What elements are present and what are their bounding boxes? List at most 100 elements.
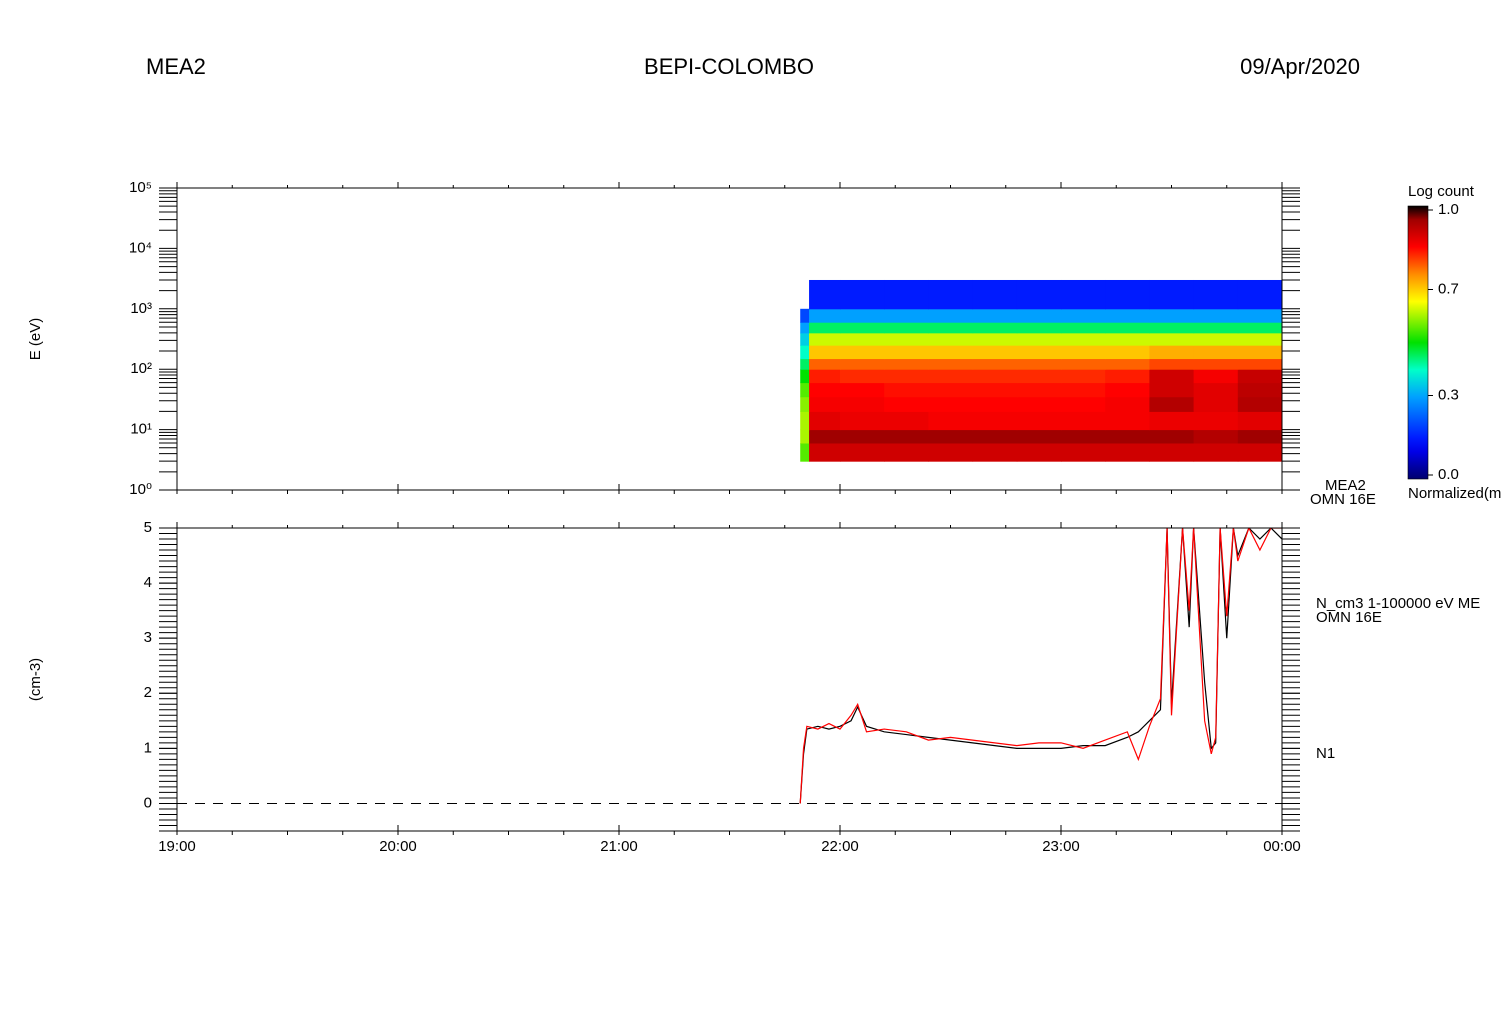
- spectrogram-cell: [928, 345, 974, 360]
- panel-label: OMN 16E: [1310, 491, 1376, 508]
- spectrogram-cell: [972, 322, 1018, 334]
- spectrogram-cell: [972, 369, 1018, 384]
- spectrogram-cell: [1149, 369, 1195, 384]
- spectrogram-cell: [1061, 382, 1106, 398]
- spectrogram-cell: [972, 358, 1018, 370]
- spectrogram-cell: [800, 396, 810, 412]
- spectrogram-cell: [1237, 369, 1282, 384]
- spectrogram-cell: [1149, 322, 1195, 334]
- spectrogram-cell: [1016, 396, 1062, 412]
- spectrogram-cell: [884, 442, 929, 462]
- spectrogram-cell: [1016, 308, 1062, 323]
- spectrogram-cell: [800, 358, 810, 370]
- colorbar-title: Log count: [1408, 183, 1475, 200]
- y-axis-label: (cm-3): [27, 658, 44, 701]
- y-tick-label: 10²: [130, 360, 152, 377]
- colorbar-tick-label: 0.7: [1438, 280, 1459, 297]
- spectrogram-cell: [884, 382, 929, 398]
- spectrogram-cell: [840, 396, 885, 412]
- spectrogram-cell: [1105, 396, 1150, 412]
- spectrogram-cell: [1061, 396, 1106, 412]
- spectrogram-cell: [1105, 411, 1150, 431]
- spectrogram-cell: [1105, 382, 1150, 398]
- spectrogram-cell: [800, 382, 810, 398]
- y-tick-label: 10¹: [130, 421, 152, 438]
- spectrogram: [800, 279, 1282, 462]
- spectrogram-cell: [1193, 369, 1239, 384]
- spectrogram-cell: [840, 429, 885, 444]
- spectrogram-cell: [1149, 382, 1195, 398]
- instrument: MEA2: [146, 54, 206, 79]
- spectrogram-cell: [809, 369, 841, 384]
- spectrogram-cell: [1061, 322, 1106, 334]
- spectrogram-cell: [809, 279, 841, 310]
- spectrogram-cell: [1105, 442, 1150, 462]
- spectrogram-cell: [1105, 429, 1150, 444]
- spectrogram-cell: [884, 369, 929, 384]
- spectrogram-cell: [884, 396, 929, 412]
- spectrogram-cell: [1061, 358, 1106, 370]
- spectrogram-cell: [972, 442, 1018, 462]
- spectrogram-cell: [1237, 382, 1282, 398]
- spectrogram-cell: [800, 308, 810, 323]
- spectrogram-cell: [1149, 345, 1195, 360]
- panel-label: OMN 16E: [1316, 609, 1382, 626]
- spectrogram-cell: [1237, 429, 1282, 444]
- spectrogram-cell: [1149, 442, 1195, 462]
- spectrogram-cell: [972, 332, 1018, 346]
- spectrogram-cell: [1061, 308, 1106, 323]
- spectrogram-cell: [1237, 345, 1282, 360]
- spectrogram-cell: [884, 308, 929, 323]
- spectrogram-cell: [884, 345, 929, 360]
- panel-label: N_cm3 1-100000 eV ME: [1316, 595, 1480, 612]
- spectrogram-cell: [928, 308, 974, 323]
- spectrogram-cell: [1237, 442, 1282, 462]
- x-tick-label: 19:00: [158, 838, 196, 855]
- spectrogram-cell: [809, 308, 841, 323]
- spectrogram-cell: [1105, 322, 1150, 334]
- spectrogram-cell: [972, 382, 1018, 398]
- mission: BEPI-COLOMBO: [644, 54, 814, 79]
- spectrogram-cell: [928, 442, 974, 462]
- date: 09/Apr/2020: [1240, 54, 1360, 79]
- spectrogram-cell: [800, 369, 810, 384]
- spectrogram-cell: [1237, 396, 1282, 412]
- spectrogram-cell: [1105, 369, 1150, 384]
- spectrogram-cell: [972, 308, 1018, 323]
- panel-label: MEA2: [1325, 477, 1366, 494]
- spectrogram-cell: [1061, 332, 1106, 346]
- spectrogram-cell: [884, 429, 929, 444]
- y-tick-label: 5: [144, 519, 152, 536]
- spectrogram-cell: [1237, 411, 1282, 431]
- x-tick-label: 21:00: [600, 838, 638, 855]
- spectrogram-cell: [1061, 369, 1106, 384]
- spectrogram-cell: [840, 358, 885, 370]
- colorbar: [1407, 205, 1429, 480]
- spectrogram-cell: [1016, 358, 1062, 370]
- spectrogram-cell: [1016, 279, 1062, 310]
- spectrogram-cell: [972, 411, 1018, 431]
- y-tick-label: 4: [144, 574, 152, 591]
- spectrogram-cell: [928, 396, 974, 412]
- spectrogram-cell: [840, 411, 885, 431]
- spectrogram-cell: [972, 279, 1018, 310]
- spectrogram-cell: [1149, 429, 1195, 444]
- spectrogram-cell: [884, 322, 929, 334]
- spectrogram-cell: [1105, 279, 1150, 310]
- spectrogram-cell: [1016, 369, 1062, 384]
- spectrogram-cell: [884, 332, 929, 346]
- spectrogram-cell: [928, 332, 974, 346]
- x-tick-label: 20:00: [379, 838, 417, 855]
- spectrogram-cell: [1061, 429, 1106, 444]
- spectrogram-cell: [1193, 429, 1239, 444]
- spectrogram-cell: [1016, 442, 1062, 462]
- spectrogram-cell: [928, 358, 974, 370]
- spectrogram-cell: [1193, 411, 1239, 431]
- spectrogram-cell: [840, 308, 885, 323]
- spectrogram-cell: [1061, 411, 1106, 431]
- spectrogram-cell: [809, 358, 841, 370]
- spectrogram-cell: [1105, 332, 1150, 346]
